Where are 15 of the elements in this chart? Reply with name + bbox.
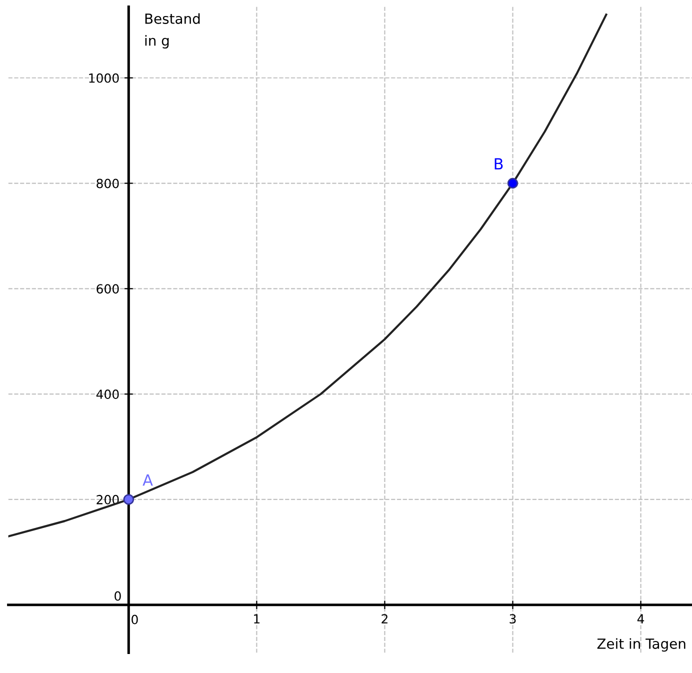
x-tick-label: 1 [254, 614, 260, 624]
line-series [8, 14, 608, 538]
y-tick-label: 800 [96, 178, 119, 188]
y-tick-label: 400 [96, 390, 119, 399]
x-tick-label: 3 [510, 614, 516, 624]
series-label: B [494, 158, 503, 170]
x-tick-label: 4 [637, 614, 644, 624]
y-tick-label: 0 [114, 591, 121, 601]
y-tick-label: 600 [96, 284, 119, 294]
x-axis-title: Zeit in Tagen [597, 638, 686, 652]
y-tick-label: 1000 [89, 73, 119, 83]
x-tick-label: 2 [382, 614, 388, 624]
series-label: A [142, 474, 153, 486]
x-tick-label: 0 [132, 614, 138, 624]
y-axis-title: Bestand in g [145, 13, 200, 49]
